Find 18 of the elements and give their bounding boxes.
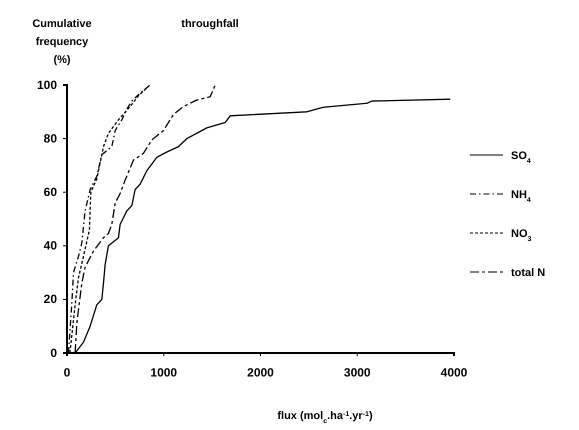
- y-tick-label: 60: [44, 185, 58, 200]
- legend-label: NH$_{4}$: [511, 189, 531, 204]
- x-axis-title: flux (mol$_{c}$.ha$^{-1}$.yr$^{-1}$): [277, 410, 373, 424]
- x-tick-label: 1000: [150, 366, 178, 380]
- legend-label: NO$_{3}$: [511, 228, 532, 242]
- chart-title: throughfall: [181, 18, 239, 30]
- y-tick-label: 20: [44, 292, 58, 306]
- x-tick-label: 2000: [247, 366, 274, 380]
- y-axis-title: Cumulative frequency (%): [32, 18, 92, 66]
- y-tick-label: 40: [44, 238, 58, 253]
- x-tick-label: 4000: [440, 366, 468, 380]
- y-tick-label: 0: [50, 346, 58, 360]
- x-tick-label: 3000: [344, 366, 371, 380]
- legend-label: SO$_{4}$: [511, 150, 531, 164]
- legend-label: total N: [511, 267, 546, 279]
- y-tick-label: 100: [36, 78, 58, 92]
- y-tick-label: 80: [44, 131, 58, 146]
- x-tick-label: 0: [64, 366, 71, 380]
